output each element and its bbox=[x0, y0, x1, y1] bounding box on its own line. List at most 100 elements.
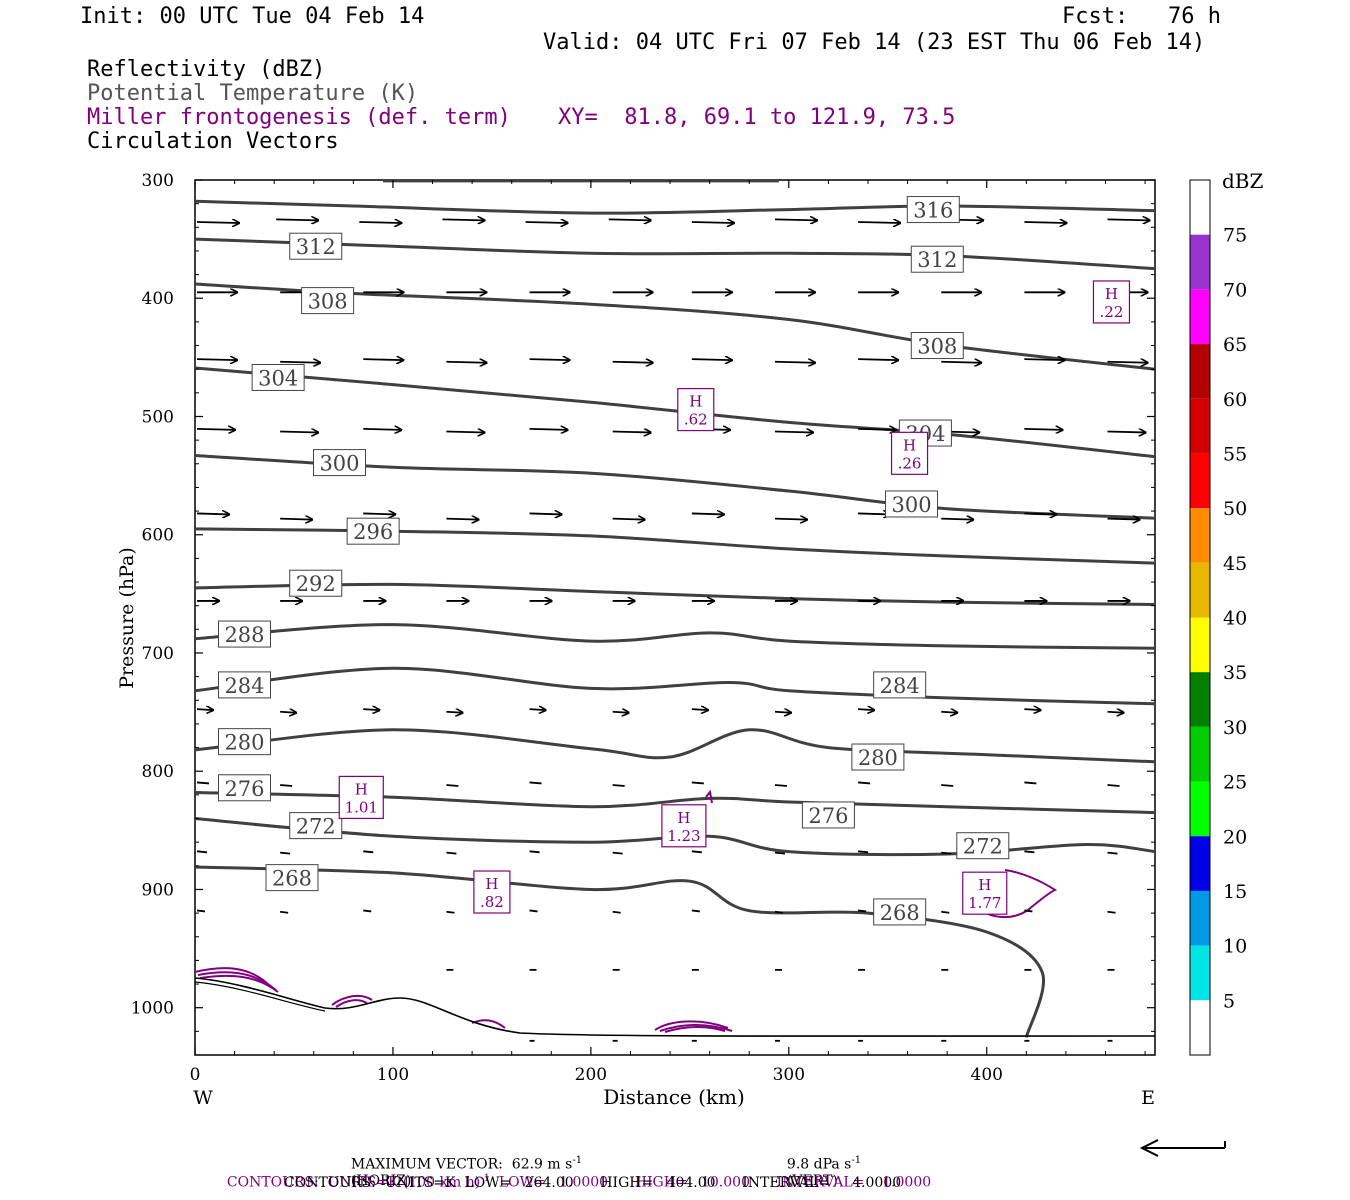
circulation-vector bbox=[1024, 781, 1037, 785]
fronto-max-box bbox=[661, 804, 707, 848]
theta-label: 308 bbox=[917, 335, 957, 359]
circulation-vector bbox=[529, 359, 570, 360]
x-end-label-east: E bbox=[1141, 1087, 1155, 1109]
x-tick-label: 300 bbox=[773, 1065, 805, 1085]
theta-contour bbox=[194, 527, 1156, 565]
theta-contour bbox=[194, 237, 1156, 271]
circulation-vector bbox=[774, 519, 807, 520]
valid-time: Valid: 04 UTC Fri 07 Feb 14 (23 EST Thu … bbox=[543, 30, 1206, 55]
circulation-vector bbox=[941, 851, 952, 855]
colorbar-segment bbox=[1190, 836, 1210, 891]
y-tick-label: 600 bbox=[142, 526, 174, 546]
circulation-vector bbox=[280, 910, 289, 914]
theta-label: 300 bbox=[891, 493, 931, 517]
circulation-vector bbox=[280, 851, 291, 855]
circulation-vector bbox=[941, 519, 973, 520]
fronto-max-value: 1.23 bbox=[667, 827, 700, 845]
colorbar-segment bbox=[1190, 672, 1210, 727]
fronto-max-value: .22 bbox=[1100, 303, 1124, 321]
colorbar-label: 10 bbox=[1223, 936, 1247, 958]
vert-vector-label: (VERT) bbox=[786, 1172, 838, 1189]
circulation-vector bbox=[941, 784, 954, 787]
fronto-max-box bbox=[1092, 280, 1131, 324]
colorbar-frame bbox=[1189, 179, 1211, 1056]
theta-label-box bbox=[910, 332, 964, 360]
footer-vert-vector: 9.8 dPa s-1 (VERT) bbox=[778, 1139, 861, 1189]
circulation-vector bbox=[1107, 910, 1116, 914]
circulation-vector bbox=[1107, 219, 1150, 220]
circulation-vector bbox=[529, 909, 538, 913]
theta-label-box bbox=[312, 449, 366, 477]
theta-label: 288 bbox=[224, 623, 264, 647]
colorbar-segment bbox=[1190, 180, 1210, 235]
theta-label-box bbox=[251, 363, 305, 391]
fronto-contour bbox=[197, 971, 277, 991]
theta-label: 292 bbox=[296, 572, 336, 596]
y-tick-label: 1000 bbox=[131, 999, 174, 1019]
circulation-vector bbox=[691, 909, 700, 913]
circulation-vector bbox=[363, 909, 372, 913]
y-axis-title: Pressure (hPa) bbox=[116, 547, 138, 689]
circulation-vector bbox=[774, 851, 786, 855]
theta-label-box bbox=[906, 196, 960, 224]
circulation-vector bbox=[529, 709, 546, 710]
circulation-vector bbox=[1024, 909, 1033, 913]
colorbar-segment bbox=[1190, 617, 1210, 673]
circulation-vector bbox=[608, 219, 651, 220]
circulation-vector bbox=[774, 362, 815, 363]
x-tick-label: 400 bbox=[971, 1065, 1003, 1085]
circulation-vector bbox=[196, 513, 229, 514]
y-tick-label: 900 bbox=[142, 880, 174, 900]
theta-label-box bbox=[289, 232, 343, 260]
theta-label-box bbox=[289, 569, 343, 597]
theta-contour bbox=[194, 666, 1156, 706]
colorbar-label: 50 bbox=[1223, 498, 1247, 520]
colorbar-segment bbox=[1190, 508, 1210, 563]
circulation-vector bbox=[858, 909, 867, 913]
fronto-contour bbox=[972, 869, 1058, 918]
circulation-vector bbox=[446, 362, 486, 363]
colorbar-segment bbox=[1190, 344, 1210, 399]
circulation-vector bbox=[858, 850, 869, 854]
fronto-contour bbox=[331, 994, 373, 1006]
theta-label-box bbox=[873, 671, 927, 699]
colorbar-label: 55 bbox=[1223, 443, 1247, 465]
circulation-vector bbox=[196, 359, 237, 360]
circulation-vector bbox=[1024, 513, 1056, 514]
circulation-vector bbox=[196, 222, 239, 223]
fronto-max-label: H bbox=[978, 876, 991, 894]
theta-label-box bbox=[217, 671, 271, 699]
circulation-vector bbox=[446, 851, 457, 855]
colorbar-segment bbox=[1190, 234, 1210, 290]
circulation-vector bbox=[774, 784, 788, 787]
field-frontogenesis: Miller frontogenesis (def. term) bbox=[87, 105, 511, 130]
circulation-vector bbox=[529, 429, 568, 430]
circulation-vector bbox=[359, 222, 401, 223]
fronto-max-label: H bbox=[355, 780, 368, 798]
theta-contour bbox=[194, 623, 1156, 650]
circulation-vector bbox=[1107, 519, 1140, 520]
circulation-vector bbox=[858, 513, 890, 514]
theta-label: 316 bbox=[913, 199, 953, 223]
circulation-vector bbox=[280, 712, 296, 713]
theta-label: 284 bbox=[880, 674, 920, 698]
colorbar-unit: dBZ bbox=[1222, 169, 1264, 193]
colorbar-label: 35 bbox=[1223, 662, 1247, 684]
circulation-vector bbox=[858, 781, 871, 785]
circulation-vector bbox=[196, 429, 235, 430]
circulation-vector bbox=[196, 850, 208, 854]
circulation-vector bbox=[691, 781, 704, 785]
fronto-max-label: H bbox=[903, 436, 916, 454]
theta-label-box bbox=[956, 832, 1010, 860]
x-tick-label: 200 bbox=[575, 1065, 607, 1085]
colorbar-segment bbox=[1190, 562, 1210, 618]
contours-fronto-exponent: -1 bbox=[480, 1173, 490, 1184]
init-time: Init: 00 UTC Tue 04 Feb 14 bbox=[80, 4, 425, 29]
circulation-vector bbox=[525, 222, 568, 223]
circulation-vector bbox=[774, 712, 791, 713]
fronto-contour bbox=[199, 974, 279, 993]
circulation-vector bbox=[529, 513, 562, 514]
theta-label-box bbox=[301, 287, 355, 315]
theta-label: 312 bbox=[917, 248, 957, 272]
